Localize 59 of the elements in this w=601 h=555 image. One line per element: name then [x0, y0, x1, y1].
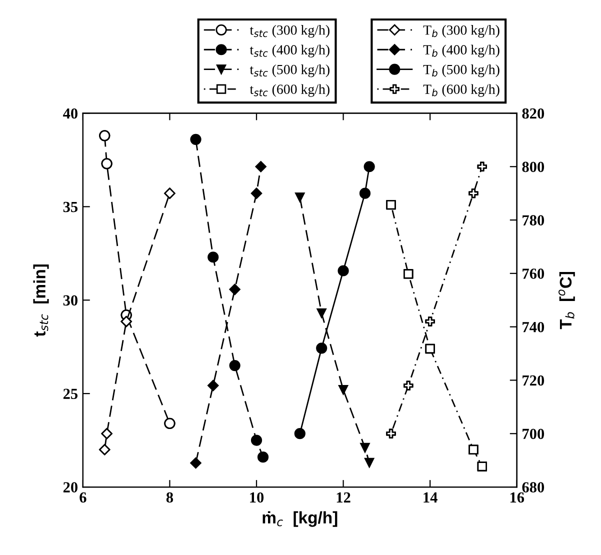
point: [338, 384, 348, 395]
y-axis-title: t$_{stc}$ [min]: [33, 264, 49, 337]
point: [468, 444, 478, 454]
point: [208, 380, 219, 392]
point: [359, 188, 371, 199]
point: [250, 188, 262, 199]
legend-label: T$_{b}$ (600 kg/h): [423, 84, 500, 97]
point: [250, 434, 262, 446]
point: [190, 457, 202, 469]
y2-tick-label: 680: [522, 482, 544, 492]
x-tick-label: 12: [336, 492, 350, 502]
point: [364, 458, 374, 468]
point: [338, 265, 349, 276]
y2-tick-label: 700: [522, 428, 544, 440]
point: [316, 308, 326, 318]
point: [364, 161, 375, 172]
x-tick-label: 10: [250, 492, 264, 503]
y2-tick-label: 820: [522, 108, 544, 119]
legend-label: T$_{b}$ (400 kg/h): [423, 44, 500, 58]
x-tick-label: 14: [424, 492, 438, 502]
y2-tick-label: 800: [522, 162, 544, 172]
legend-label: T$_{b}$ (500 kg/h): [423, 64, 500, 78]
point: [295, 192, 305, 202]
point: [120, 316, 132, 328]
point: [386, 200, 396, 210]
point: [229, 284, 240, 296]
x-tick-label: 8: [166, 492, 174, 503]
y-tick-label: 20: [63, 482, 78, 492]
point: [257, 452, 269, 463]
point: [477, 462, 488, 472]
x-axis-title: ṁ$_{c}$ [kg/h]: [262, 511, 338, 527]
legend-label: t$_{stc}$ (500 kg/h): [250, 64, 330, 78]
point: [294, 428, 306, 440]
point: [101, 428, 112, 440]
y2-tick-label: 760: [522, 268, 544, 279]
point: [360, 442, 370, 453]
legend-label: t$_{stc}$ (600 kg/h): [250, 84, 330, 97]
y2-axis-title: T$_{b}$ [$^{o}$C]: [558, 272, 575, 330]
y-tick-label: 40: [63, 108, 78, 119]
legend-label: T$_{b}$ (300 kg/h): [423, 25, 500, 38]
point: [190, 134, 202, 145]
legend-label: t$_{stc}$ (400 kg/h): [250, 44, 330, 58]
y2-tick-label: 780: [522, 215, 544, 226]
y-tick-label: 30: [63, 295, 78, 306]
point: [229, 360, 240, 372]
y2-tick-label: 720: [522, 375, 544, 386]
legend-label: t$_{stc}$ (300 kg/h): [250, 25, 330, 38]
y-tick-label: 25: [63, 388, 78, 400]
point: [99, 444, 110, 456]
point: [316, 342, 328, 354]
point: [404, 269, 414, 279]
x-tick-label: 16: [510, 492, 524, 503]
point: [208, 252, 219, 263]
point: [425, 344, 435, 354]
point: [164, 188, 176, 199]
x-tick-label: 6: [80, 492, 86, 503]
y-tick-label: 35: [63, 202, 78, 212]
point: [255, 161, 266, 172]
y2-tick-label: 740: [522, 322, 544, 332]
